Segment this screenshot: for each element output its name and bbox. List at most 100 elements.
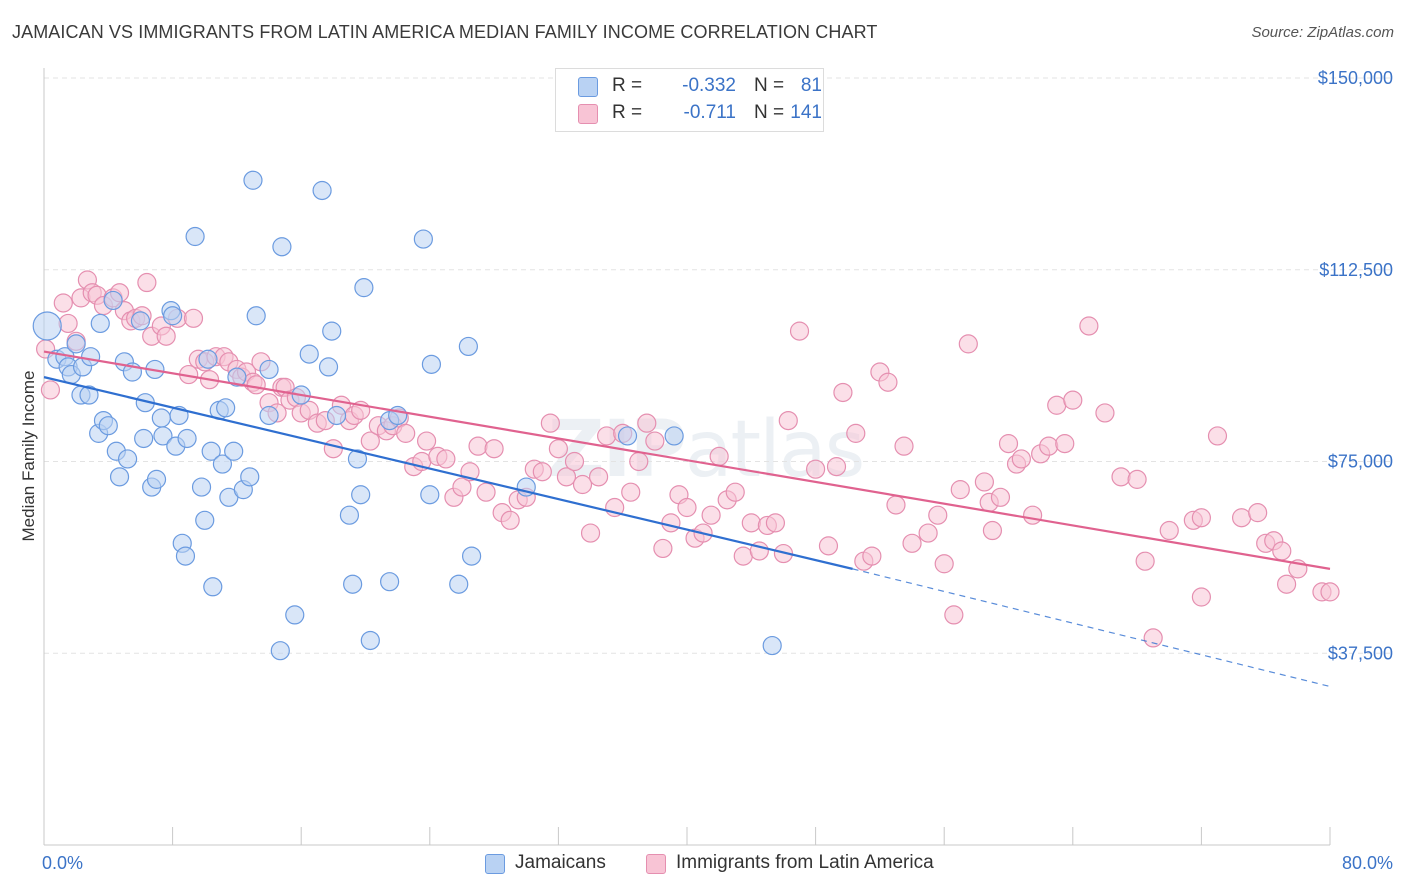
data-point-immigrants: [500, 510, 520, 530]
data-point-immigrants: [1135, 551, 1155, 571]
chart-title: JAMAICAN VS IMMIGRANTS FROM LATIN AMERIC…: [12, 22, 878, 42]
data-point-jamaicans: [203, 577, 223, 597]
data-point-immigrants: [894, 436, 914, 456]
data-point-jamaicans: [617, 426, 638, 446]
data-point-immigrants: [928, 505, 948, 525]
data-point-immigrants: [588, 467, 609, 487]
data-point-jamaicans: [163, 306, 183, 326]
data-point-jamaicans: [103, 290, 123, 311]
swatch-immigrants: [646, 854, 666, 874]
data-point-immigrants: [572, 474, 593, 495]
data-point-immigrants: [452, 477, 472, 497]
data-point-immigrants: [1055, 434, 1075, 454]
data-point-immigrants: [1079, 316, 1099, 336]
data-point-immigrants: [826, 457, 847, 477]
data-point-immigrants: [862, 546, 882, 566]
data-point-immigrants: [1191, 508, 1212, 528]
data-point-jamaicans: [175, 546, 196, 566]
data-point-jamaicans: [762, 635, 782, 656]
data-point-jamaicans: [66, 334, 86, 354]
data-point-immigrants: [360, 431, 380, 451]
data-point-immigrants: [645, 431, 665, 451]
data-point-immigrants: [1111, 467, 1131, 487]
data-point-immigrants: [1159, 520, 1179, 541]
data-point-immigrants: [1063, 390, 1083, 410]
data-point-immigrants: [653, 538, 673, 559]
swatch-jamaicans: [578, 77, 598, 97]
data-point-immigrants: [1127, 469, 1147, 489]
data-point-immigrants: [1272, 541, 1292, 561]
data-point-jamaicans: [326, 405, 347, 426]
axis-labels: $37,500 $75,000 $112,500 $150,000 0.0% 80.0% M…: [19, 68, 1393, 873]
data-point-jamaicans: [79, 385, 99, 405]
data-point-jamaicans: [259, 405, 279, 426]
series-jamaicans-points: [32, 170, 782, 661]
y-tick-label: $150,000: [1318, 68, 1393, 88]
x-tick-label-max: 80.0%: [1342, 853, 1393, 873]
data-point-jamaicans: [318, 357, 339, 377]
data-point-immigrants: [548, 439, 569, 459]
data-point-jamaicans: [90, 313, 110, 334]
data-point-immigrants: [990, 487, 1011, 507]
data-point-immigrants: [1047, 395, 1067, 415]
data-point-jamaicans: [461, 546, 482, 566]
data-point-immigrants: [58, 313, 78, 334]
data-point-immigrants: [183, 308, 204, 328]
data-point-immigrants: [709, 446, 729, 466]
data-point-jamaicans: [420, 485, 440, 505]
trend-line-jamaicans: [43, 376, 853, 570]
data-point-immigrants: [778, 410, 798, 431]
data-point-jamaicans: [146, 469, 167, 489]
data-point-jamaicans: [212, 454, 233, 474]
data-point-jamaicans: [227, 367, 247, 387]
data-point-immigrants: [886, 495, 906, 515]
data-point-immigrants: [661, 513, 681, 533]
data-point-jamaicans: [177, 428, 197, 449]
data-point-immigrants: [1320, 582, 1340, 602]
swatch-immigrants: [578, 104, 598, 124]
data-point-jamaicans: [285, 605, 305, 625]
source-label: Source: ZipAtlas.com: [1251, 24, 1394, 41]
data-point-jamaicans: [246, 306, 266, 326]
data-point-immigrants: [1039, 436, 1059, 456]
data-point-immigrants: [846, 423, 866, 443]
data-point-jamaicans: [243, 170, 263, 190]
data-point-immigrants: [1095, 403, 1115, 423]
data-point-jamaicans: [153, 426, 173, 446]
data-point-immigrants: [998, 434, 1019, 454]
data-point-immigrants: [476, 482, 496, 502]
swatch-jamaicans: [485, 854, 505, 874]
data-point-immigrants: [950, 480, 970, 500]
data-point-immigrants: [1023, 505, 1043, 525]
data-point-immigrants: [765, 513, 786, 533]
data-point-immigrants: [725, 482, 745, 502]
data-point-immigrants: [1248, 503, 1268, 523]
data-point-immigrants: [484, 439, 504, 459]
data-point-jamaicans: [421, 354, 442, 374]
data-point-jamaicans: [360, 630, 380, 651]
data-point-immigrants: [156, 326, 176, 346]
data-point-immigrants: [396, 423, 416, 443]
y-tick-label: $112,500: [1319, 260, 1393, 280]
data-point-immigrants: [246, 375, 266, 395]
n-value: 141: [790, 102, 822, 123]
x-tick-label-min: 0.0%: [42, 853, 83, 873]
data-point-immigrants: [1011, 449, 1031, 469]
data-point-immigrants: [982, 520, 1003, 541]
data-point-immigrants: [789, 321, 810, 341]
data-point-jamaicans: [130, 311, 151, 331]
data-point-immigrants: [677, 497, 697, 518]
data-point-immigrants: [416, 431, 437, 451]
data-point-immigrants: [629, 451, 649, 472]
data-point-jamaicans: [449, 574, 469, 594]
data-point-jamaicans: [354, 278, 374, 298]
y-tick-label: $75,000: [1328, 452, 1393, 472]
data-point-immigrants: [934, 554, 954, 574]
data-point-jamaicans: [299, 344, 319, 364]
data-point-jamaicans: [343, 574, 363, 594]
data-point-immigrants: [637, 413, 657, 433]
r-value: -0.711: [683, 102, 736, 123]
data-point-immigrants: [323, 439, 343, 459]
trend-line-immigrants: [43, 350, 1331, 570]
data-point-jamaicans: [664, 426, 684, 446]
